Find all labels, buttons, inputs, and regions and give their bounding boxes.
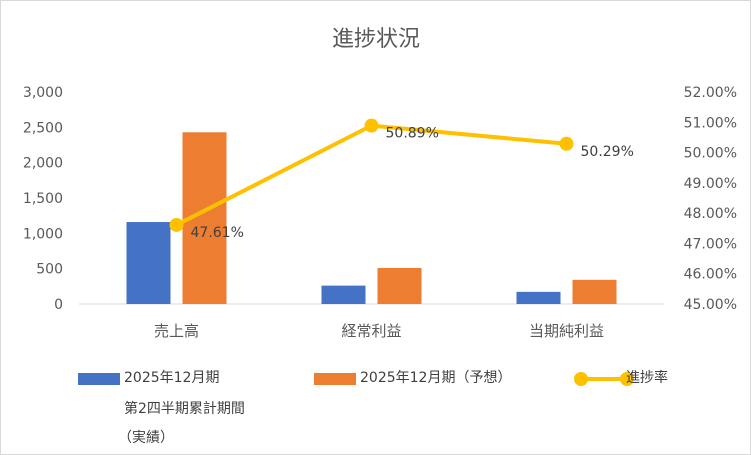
right-tick-label: 49.00% xyxy=(684,176,737,192)
right-tick-label: 46.00% xyxy=(684,267,737,283)
legend-label-actual-1: 2025年12月期 xyxy=(124,370,220,386)
left-tick-label: 2,000 xyxy=(23,156,63,172)
right-tick-label: 48.00% xyxy=(684,206,737,222)
left-tick-label: 0 xyxy=(54,297,63,313)
bar-forecast[interactable] xyxy=(377,267,422,304)
bar-actual[interactable] xyxy=(321,285,366,304)
right-tick-label: 52.00% xyxy=(684,85,737,101)
left-tick-label: 1,500 xyxy=(23,191,63,207)
bar-actual[interactable] xyxy=(516,291,561,304)
progress-data-label: 47.61% xyxy=(191,225,244,241)
bar-forecast[interactable] xyxy=(572,279,617,304)
legend-label-actual-2: 第2四半期累計期間 xyxy=(124,401,245,417)
category-label: 売上高 xyxy=(154,322,199,340)
right-tick-label: 47.00% xyxy=(684,236,737,252)
legend-swatch-progress xyxy=(574,372,634,386)
legend-swatch-actual xyxy=(78,373,120,385)
category-label: 経常利益 xyxy=(341,322,401,340)
left-tick-label: 1,000 xyxy=(23,226,63,242)
chart-title: 進捗状況 xyxy=(332,27,420,52)
right-tick-label: 50.00% xyxy=(684,146,737,162)
progress-data-label: 50.89% xyxy=(386,126,439,142)
left-tick-label: 2,500 xyxy=(23,120,63,136)
left-tick-label: 500 xyxy=(36,262,63,278)
progress-marker[interactable] xyxy=(169,217,184,232)
left-axis: 0 500 1,000 1,500 2,000 2,500 3,000 xyxy=(23,85,63,313)
bar-layer xyxy=(126,132,617,304)
legend-label-progress: 進捗率 xyxy=(626,370,668,386)
legend-label-actual-3: （実績） xyxy=(118,430,174,446)
right-tick-label: 45.00% xyxy=(684,297,737,313)
legend-swatch-forecast xyxy=(314,373,356,385)
category-labels: 売上高 経常利益 当期純利益 xyxy=(154,322,604,340)
bar-actual[interactable] xyxy=(126,222,171,304)
right-tick-label: 51.00% xyxy=(684,115,737,131)
progress-data-label: 50.29% xyxy=(581,144,634,160)
right-axis: 45.00% 46.00% 47.00% 48.00% 49.00% 50.00% 51.0… xyxy=(684,85,737,313)
line-layer: 47.61% 50.89% 50.29% xyxy=(169,118,634,241)
legend-label-forecast: 2025年12月期（予想） xyxy=(360,370,512,386)
category-label: 当期純利益 xyxy=(529,322,604,340)
progress-marker[interactable] xyxy=(559,136,574,151)
left-tick-label: 3,000 xyxy=(23,85,63,101)
progress-marker[interactable] xyxy=(364,118,379,133)
